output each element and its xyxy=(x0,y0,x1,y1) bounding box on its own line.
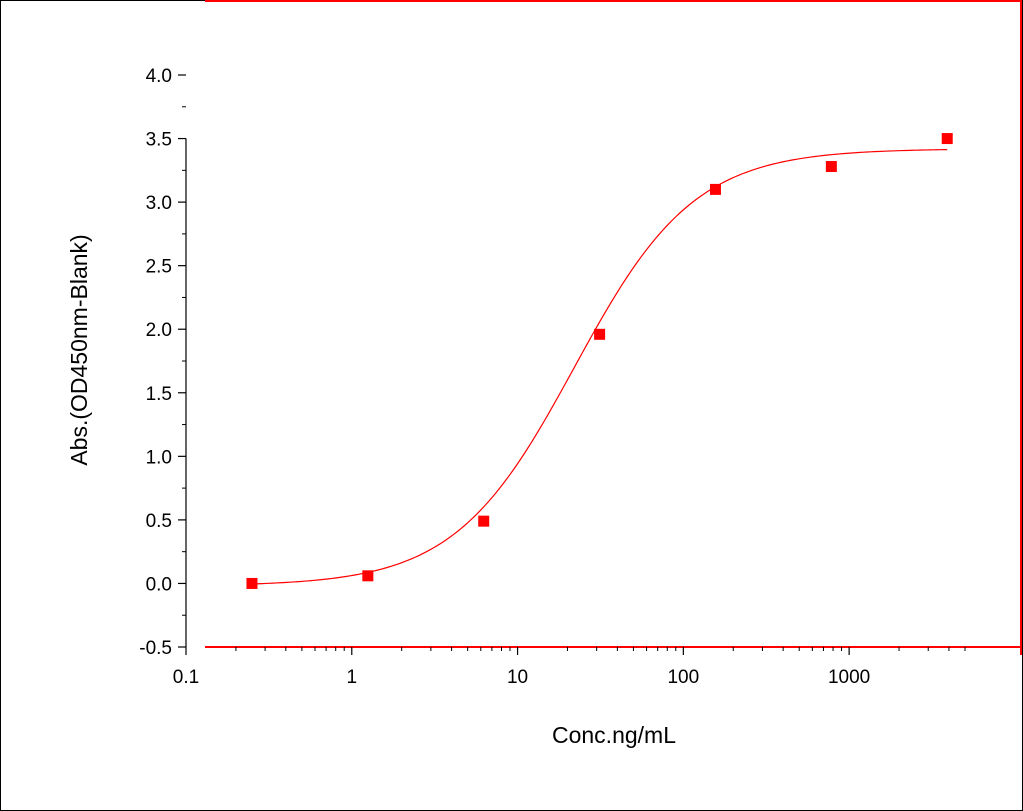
x-tick-label: 10 xyxy=(507,667,528,688)
data-point xyxy=(594,328,606,340)
x-tick-label: 1000 xyxy=(828,667,870,688)
y-tick-label: 4.0 xyxy=(146,66,172,87)
x-tick-label: 100 xyxy=(667,667,699,688)
data-point xyxy=(709,183,721,195)
y-tick-label: 0.0 xyxy=(146,574,172,595)
frame-accent-right xyxy=(1020,0,1022,655)
y-tick-label: 3.5 xyxy=(146,130,172,151)
y-tick-label: -0.5 xyxy=(139,638,172,659)
y-axis-title: Abs.(OD450nm-Blank) xyxy=(66,234,92,465)
data-points-layer xyxy=(246,133,953,589)
x-axis-ticks: 0.1 1 10 100 1000 xyxy=(173,647,966,688)
x-tick-label: 1 xyxy=(346,667,357,688)
data-point xyxy=(825,161,837,173)
data-point xyxy=(478,515,490,527)
fit-curve-line xyxy=(251,149,948,585)
data-point xyxy=(246,577,258,589)
y-tick-label: 2.0 xyxy=(146,320,172,341)
y-tick-label: 1.0 xyxy=(146,447,172,468)
y-tick-label: 0.5 xyxy=(146,511,172,532)
y-tick-label: 3.0 xyxy=(146,193,172,214)
axes xyxy=(185,138,1020,648)
frame-accent-top xyxy=(205,0,1021,2)
fit-curve-layer xyxy=(251,149,948,585)
data-point xyxy=(362,570,374,582)
data-point xyxy=(941,133,953,145)
x-tick-label: 0.1 xyxy=(173,667,199,688)
y-tick-label: 1.5 xyxy=(146,384,172,405)
x-axis-title: Conc.ng/mL xyxy=(552,722,676,748)
y-tick-label: 2.5 xyxy=(146,257,172,278)
y-axis-ticks: 4.0 3.5 3.0 2.5 2.0 1.5 1.0 0.5 0.0 -0.5 xyxy=(139,66,186,659)
